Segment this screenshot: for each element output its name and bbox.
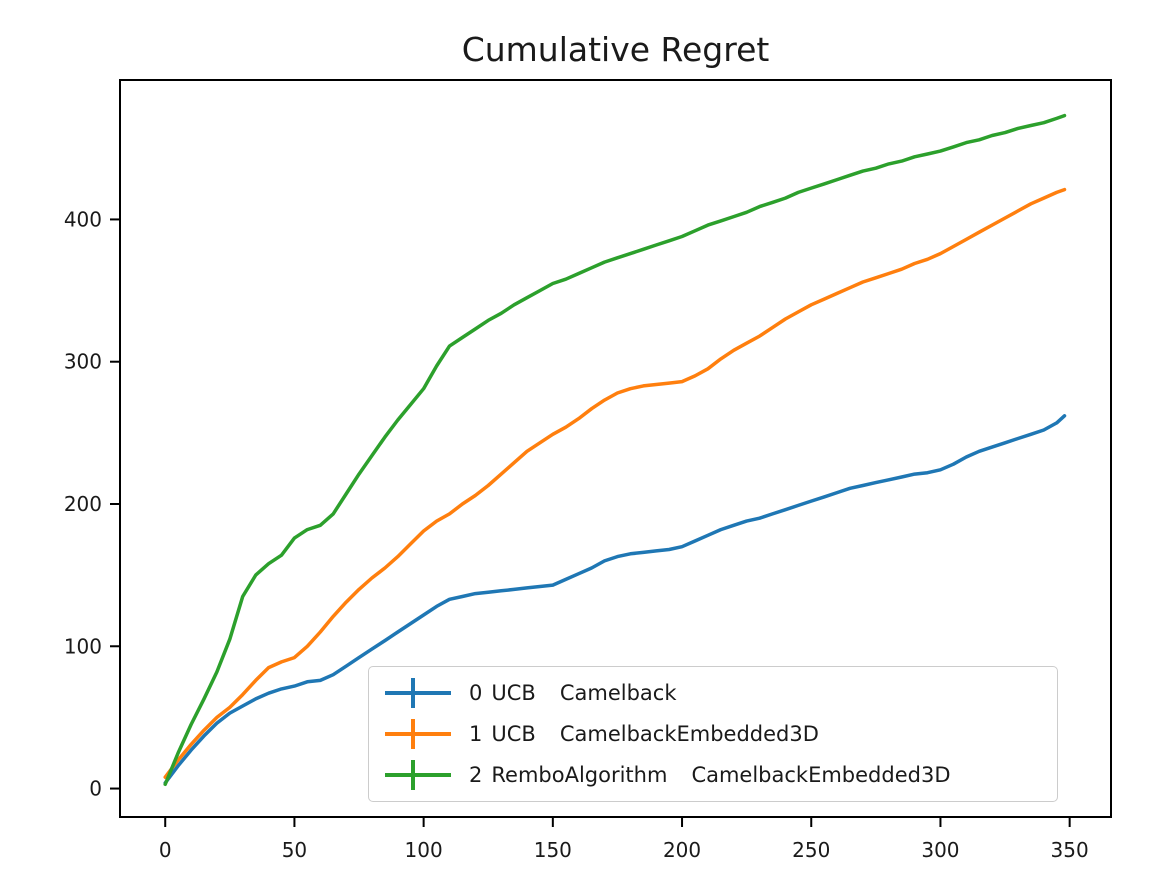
legend-benchmark: Camelback — [559, 681, 677, 706]
y-tick-label: 200 — [64, 492, 102, 516]
x-tick-label: 50 — [282, 838, 307, 862]
series-line-1 — [163, 187, 1067, 779]
errorbar-marker-icon — [385, 676, 451, 710]
legend-item: 2 RemboAlgorithm CamelbackEmbedded3D — [379, 758, 1047, 792]
x-tick-label: 100 — [405, 838, 443, 862]
legend-index: 0 — [469, 681, 483, 706]
x-tick-label: 250 — [792, 838, 830, 862]
legend-item: 1 UCB CamelbackEmbedded3D — [379, 717, 1047, 751]
legend-item: 0 UCB Camelback — [379, 676, 1047, 710]
y-tick-label: 300 — [64, 350, 102, 374]
chart-title: Cumulative Regret — [461, 30, 770, 69]
legend-benchmark: CamelbackEmbedded3D — [559, 721, 819, 746]
legend-benchmark: CamelbackEmbedded3D — [691, 762, 951, 787]
x-tick-label: 150 — [534, 838, 572, 862]
errorbar-marker-icon — [385, 758, 451, 792]
legend-box: 0 UCB Camelback 1 UCB CamelbackEmbedded3… — [368, 666, 1058, 802]
x-tick-label: 200 — [663, 838, 701, 862]
legend-algorithm: RemboAlgorithm — [491, 762, 668, 787]
plot-frame — [119, 79, 1112, 818]
legend-algorithm: UCB — [491, 681, 536, 706]
series-line-2 — [163, 113, 1067, 787]
errorbar-marker-icon — [385, 717, 451, 751]
x-tick-label: 0 — [159, 838, 172, 862]
x-tick-label: 300 — [921, 838, 959, 862]
legend-index: 2 — [469, 762, 483, 787]
legend-algorithm: UCB — [491, 721, 536, 746]
y-tick-label: 0 — [89, 777, 102, 801]
series-line-0 — [163, 414, 1067, 785]
x-tick-label: 350 — [1051, 838, 1089, 862]
y-tick-label: 400 — [64, 207, 102, 231]
legend-index: 1 — [469, 721, 483, 746]
y-tick-label: 100 — [64, 634, 102, 658]
